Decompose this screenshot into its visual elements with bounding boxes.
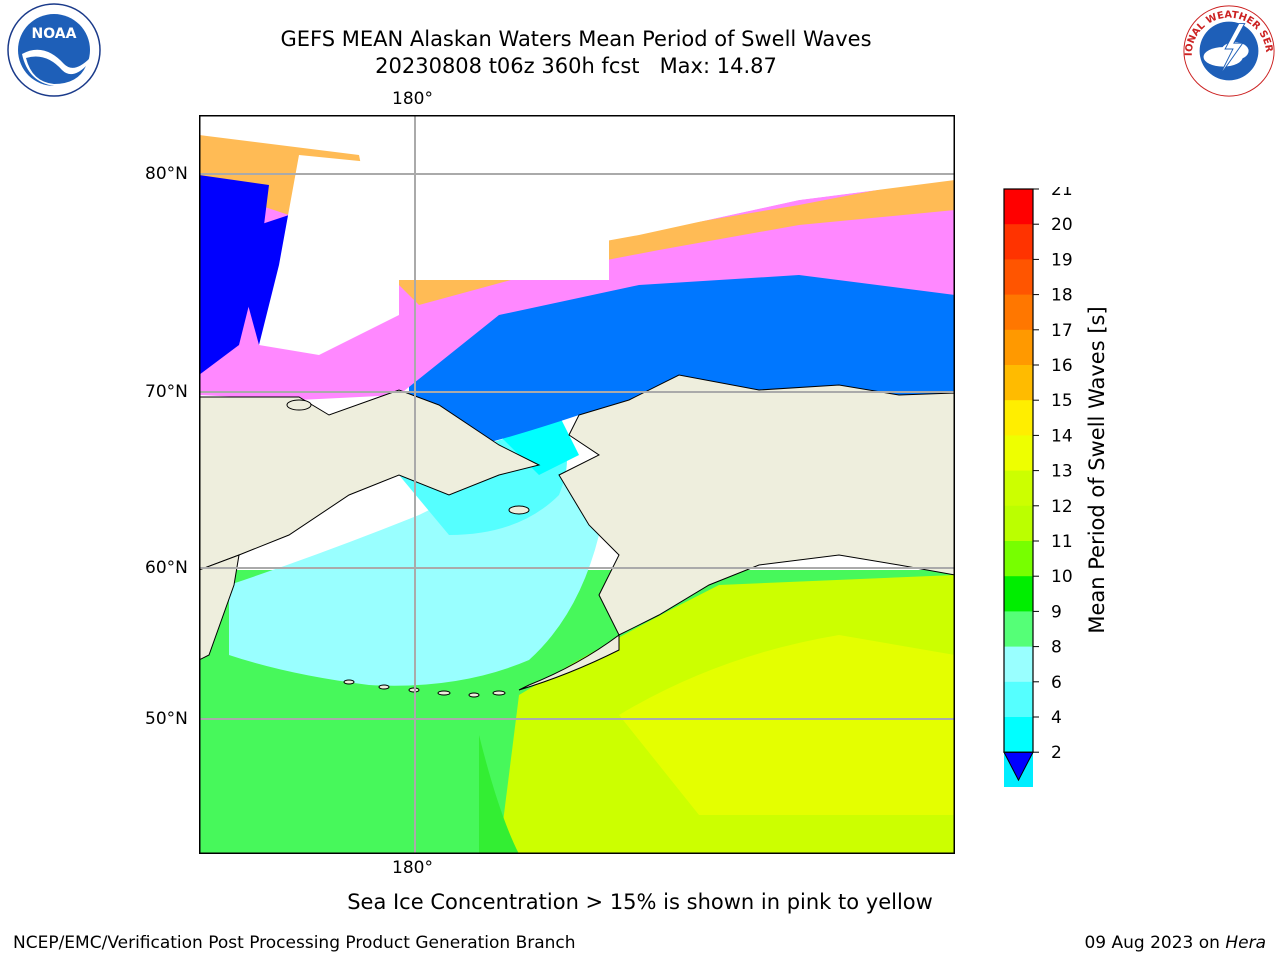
colorbar-segment <box>1004 576 1033 612</box>
colorbar-segment <box>1004 294 1033 331</box>
colorbar-segment <box>1004 259 1033 296</box>
colorbar-tick-label: 19 <box>1051 250 1073 270</box>
colorbar-tick-label: 4 <box>1051 708 1062 728</box>
colorbar-segment <box>1004 329 1033 366</box>
swell-period-map <box>199 115 955 854</box>
lon-label-bottom: 180° <box>392 858 433 878</box>
colorbar-tick-label: 11 <box>1051 532 1073 552</box>
colorbar: 21 20 19 18 17 16 15 14 13 12 11 10 9 8 6 4 2 <box>1003 187 1073 787</box>
siberia-land <box>199 389 541 571</box>
colorbar-segment <box>1004 470 1033 507</box>
footer-host: Hera <box>1225 933 1266 953</box>
footer-date-text: 09 Aug 2023 on <box>1084 933 1226 953</box>
ice-white-area <box>259 155 399 355</box>
colorbar-segment <box>1004 505 1033 542</box>
colorbar-tick-label: 13 <box>1051 462 1073 482</box>
colorbar-segment <box>1004 400 1033 436</box>
colorbar-tick-label: 16 <box>1051 356 1073 376</box>
colorbar-segment <box>1004 611 1033 648</box>
colorbar-tick-label: 17 <box>1051 321 1073 341</box>
lat-label-70n: 70°N <box>145 382 188 402</box>
colorbar-tick-label: 15 <box>1051 391 1073 411</box>
colorbar-segment <box>1004 435 1033 472</box>
colorbar-tick-label: 20 <box>1051 215 1073 235</box>
colorbar-segment <box>1004 365 1033 401</box>
noaa-logo: NOAA <box>7 3 101 97</box>
sea-ice-note: Sea Ice Concentration > 15% is shown in … <box>347 890 933 914</box>
graticule <box>199 115 955 854</box>
footer-branch: NCEP/EMC/Verification Post Processing Pr… <box>13 933 576 953</box>
chart-title: GEFS MEAN Alaskan Waters Mean Period of … <box>280 27 872 51</box>
colorbar-tick-label: 8 <box>1051 638 1062 658</box>
alaska-land <box>558 374 955 636</box>
colorbar-tick-label: 12 <box>1051 497 1073 517</box>
colorbar-tick-label: 6 <box>1051 673 1062 693</box>
lat-label-60n: 60°N <box>145 558 188 578</box>
colorbar-tick-label: 18 <box>1051 286 1073 306</box>
lat-label-80n: 80°N <box>145 164 188 184</box>
chart-subtitle: 20230808 t06z 360h fcst Max: 14.87 <box>375 54 777 78</box>
colorbar-segment <box>1004 646 1033 683</box>
colorbar-tick-label: 2 <box>1051 743 1062 763</box>
colorbar-segment <box>1004 541 1033 577</box>
colorbar-tick-label: 10 <box>1051 567 1073 587</box>
nws-logo: NATIONAL WEATHER SERVICE <box>1180 2 1275 97</box>
colorbar-segment <box>1004 224 1033 260</box>
colorbar-tick-label: 21 <box>1051 187 1073 200</box>
lat-label-50n: 50°N <box>145 709 188 729</box>
colorbar-segment <box>1004 681 1033 718</box>
colorbar-segment <box>1004 189 1033 225</box>
colorbar-label: Mean Period of Swell Waves [s] <box>1085 306 1109 634</box>
footer-date: 09 Aug 2023 on Hera <box>1084 933 1266 953</box>
map-border <box>199 115 955 854</box>
noaa-logo-text: NOAA <box>32 26 77 42</box>
colorbar-tick-label: 9 <box>1051 602 1062 622</box>
colorbar-tick-label: 14 <box>1051 426 1073 446</box>
lon-label-top: 180° <box>392 89 433 109</box>
colorbar-segment <box>1004 717 1033 753</box>
